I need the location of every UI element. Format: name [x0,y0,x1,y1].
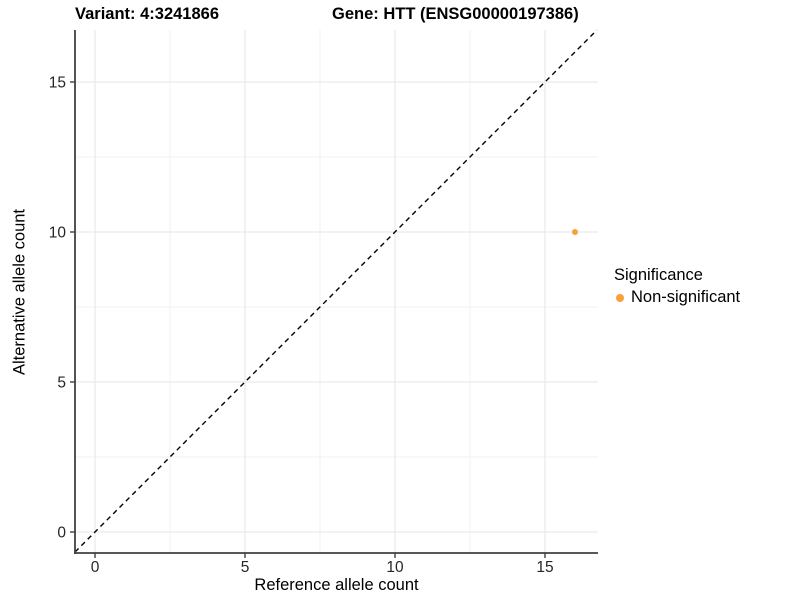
legend: Significance Non-significant [614,266,740,307]
y-tick-label: 5 [57,374,66,391]
y-tick-label: 10 [49,224,67,241]
variant-title: Variant: 4:3241866 [75,5,220,23]
gene-title: Gene: HTT (ENSG00000197386) [332,5,579,23]
x-tick-label: 0 [91,559,100,576]
y-axis-title: Alternative allele count [10,208,29,376]
legend-point-icon [616,293,624,302]
legend-item-label: Non-significant [631,288,741,306]
identity-reference-line [74,29,598,553]
x-tick-label: 5 [241,559,250,576]
data-point [571,228,578,235]
x-tick-label: 15 [536,559,553,576]
legend-title: Significance [614,266,703,284]
y-tick-label: 15 [49,74,66,91]
y-tick-label: 0 [57,524,66,541]
x-tick-label: 10 [386,559,404,576]
legend-item: Non-significant [614,288,740,307]
x-axis-title: Reference allele count [254,576,419,594]
